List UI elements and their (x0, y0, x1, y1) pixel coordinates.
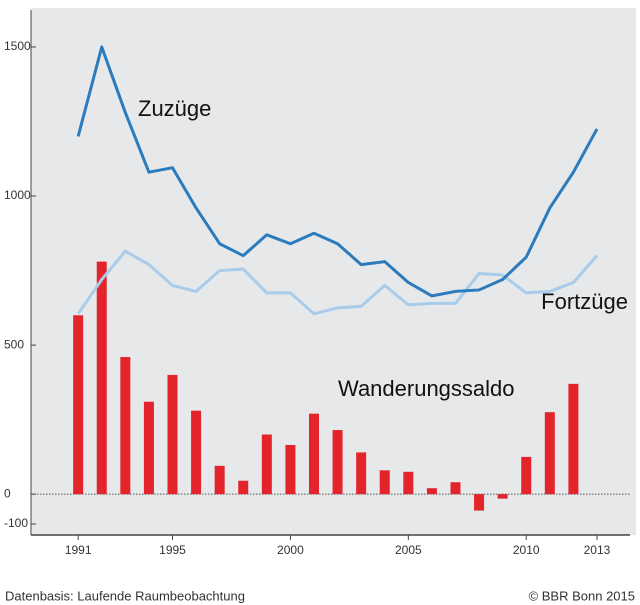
bar (450, 482, 461, 495)
bar (474, 494, 485, 511)
bar (238, 480, 249, 495)
bar (73, 315, 84, 495)
series-label: Fortzüge (541, 289, 628, 314)
x-tick-label: 1995 (159, 543, 186, 557)
bar (521, 456, 532, 495)
source-note: Datenbasis: Laufende Raumbeobachtung (5, 588, 245, 603)
y-tick-label: 500 (4, 337, 24, 351)
bar (568, 383, 579, 495)
bar (191, 410, 202, 495)
series-label: Zuzüge (138, 96, 211, 121)
bar (120, 357, 131, 495)
series-label: Wanderungssaldo (338, 376, 515, 401)
x-tick-label: 2000 (277, 543, 304, 557)
bar (544, 412, 555, 495)
y-tick-label: 1000 (4, 188, 31, 202)
x-tick-label: 2013 (584, 543, 611, 557)
y-tick-label: 1500 (4, 39, 31, 53)
bar (96, 261, 107, 495)
x-tick-label: 2010 (513, 543, 540, 557)
bar (167, 374, 178, 495)
bar (214, 465, 225, 495)
bar (379, 470, 390, 495)
bar (285, 444, 296, 495)
x-tick-label: 2005 (395, 543, 422, 557)
y-tick-label: 0 (4, 486, 11, 500)
bar (308, 413, 319, 495)
bar (143, 401, 154, 495)
y-tick-label: -100 (4, 516, 28, 530)
line (76, 249, 599, 316)
line (76, 45, 599, 298)
bar (356, 452, 367, 495)
copyright: © BBR Bonn 2015 (529, 588, 635, 603)
bar (497, 494, 508, 499)
bar (403, 471, 414, 495)
bar (332, 430, 343, 495)
bar (426, 488, 437, 495)
bar (261, 434, 272, 495)
x-tick-label: 1991 (65, 543, 92, 557)
